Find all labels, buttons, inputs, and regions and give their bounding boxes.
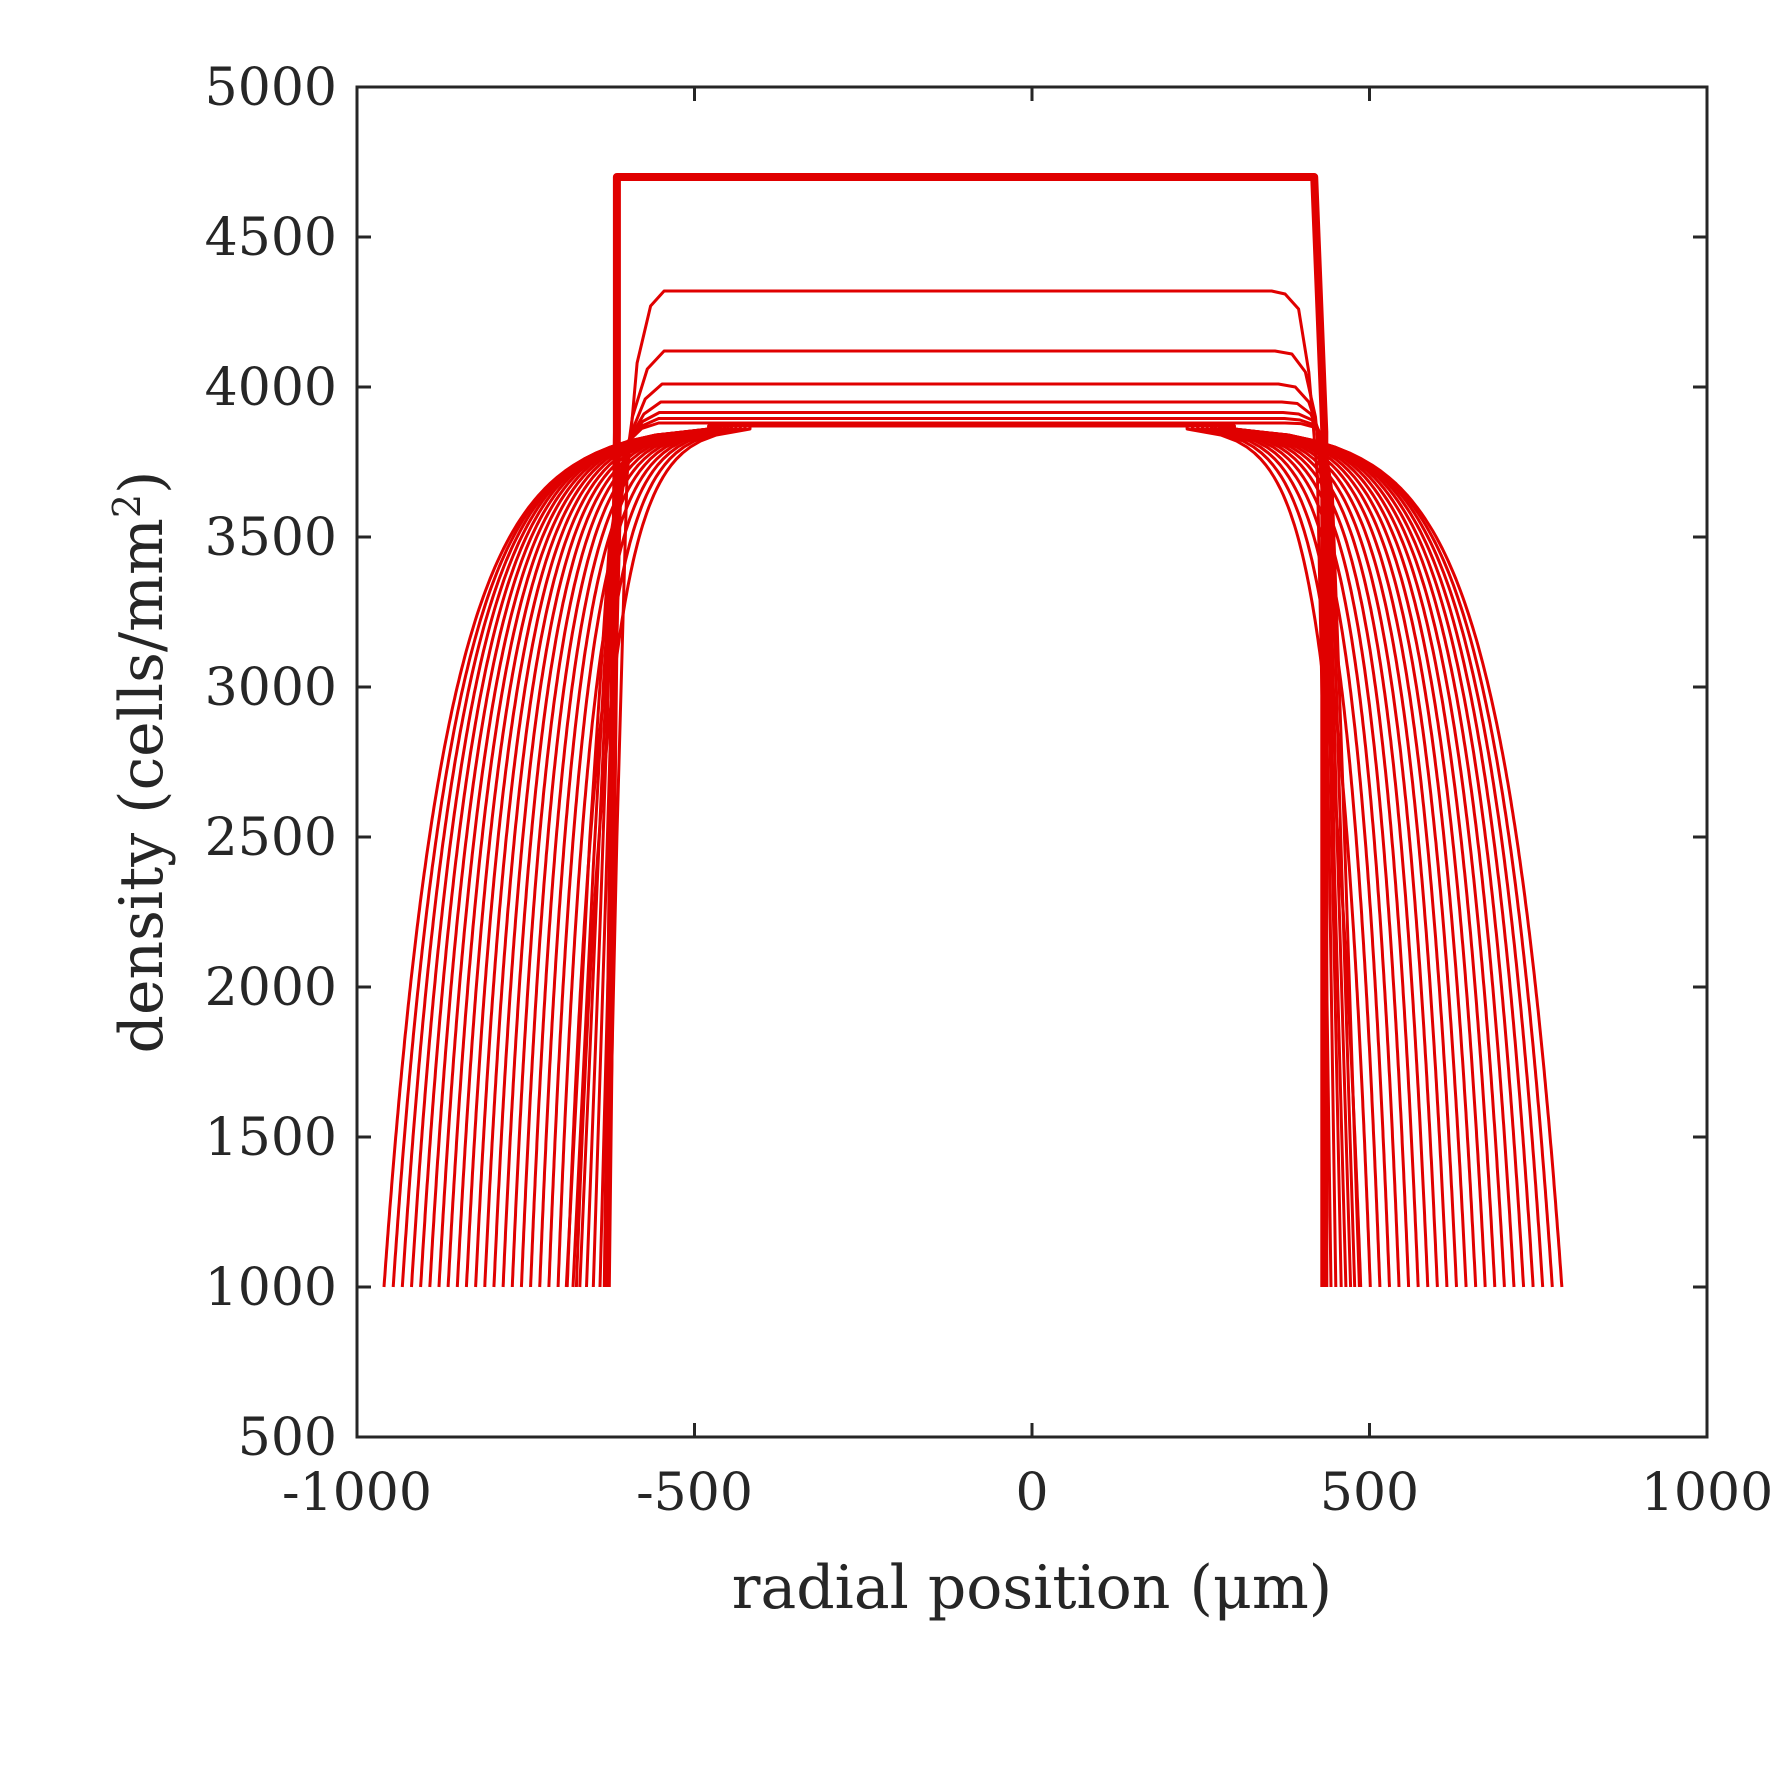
series-line-7: [564, 421, 1361, 1288]
y-tick-label: 4000: [205, 358, 337, 418]
y-tick-label: 2000: [205, 958, 337, 1018]
y-tick-label: 2500: [205, 808, 337, 868]
y-axis-label: density (cells/mm2): [105, 471, 177, 1054]
plot-lines: [382, 173, 1564, 1288]
y-axis-label-superscript: 2: [105, 494, 149, 518]
x-tick-label: -1000: [282, 1463, 432, 1523]
y-tick-label: 1500: [205, 1108, 337, 1168]
x-tick-label: 0: [1015, 1463, 1048, 1523]
x-axis-label: radial position (μm): [732, 1553, 1332, 1623]
y-tick-label: 4500: [205, 208, 337, 268]
y-tick-label: 500: [238, 1408, 337, 1468]
x-tick-label: 1000: [1641, 1463, 1773, 1523]
y-tick-label: 5000: [205, 58, 337, 118]
ticks: [355, 85, 1709, 1439]
y-axis-label-main: density (cells/mm: [107, 518, 177, 1053]
x-tick-label: -500: [636, 1463, 753, 1523]
tick-labels: -1000 -500 0 500 1000 500 1000 1500 2000 2500 3000…: [205, 58, 1774, 1523]
y-tick-label: 3000: [205, 658, 337, 718]
x-tick-label: 500: [1320, 1463, 1419, 1523]
y-tick-label: 3500: [205, 508, 337, 568]
spread-profile-21: [382, 424, 1564, 1288]
y-tick-label: 1000: [205, 1258, 337, 1318]
y-axis-label-close: ): [107, 471, 177, 494]
